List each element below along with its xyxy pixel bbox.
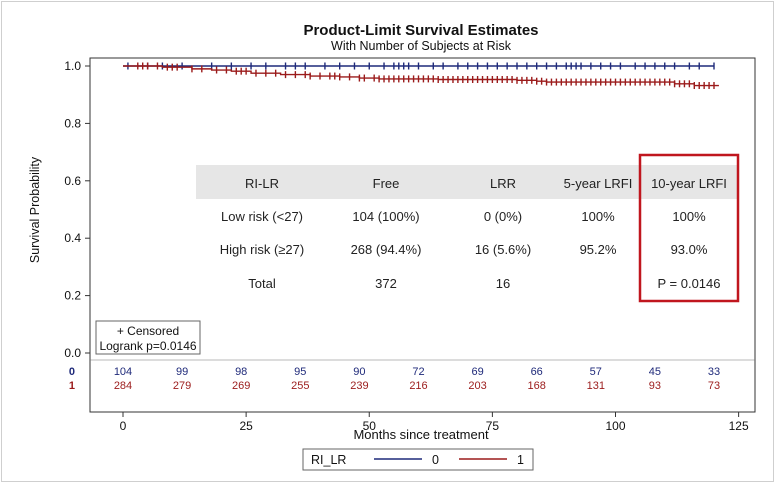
at-risk-group-label: 1 bbox=[69, 380, 75, 392]
at-risk-count: 216 bbox=[409, 380, 427, 392]
table-header-cell: LRR bbox=[490, 176, 516, 191]
y-tick-label: 1.0 bbox=[64, 59, 81, 73]
x-tick-label: 25 bbox=[239, 419, 253, 433]
table-cell: P = 0.0146 bbox=[657, 276, 720, 291]
at-risk-count: 90 bbox=[353, 366, 365, 378]
table-highlight-box bbox=[638, 153, 740, 303]
table-cell: 100% bbox=[581, 209, 615, 224]
inset-legend-box bbox=[95, 320, 201, 355]
table-cell: 93.0% bbox=[671, 242, 708, 257]
at-risk-count: 45 bbox=[649, 366, 661, 378]
at-risk-count: 93 bbox=[649, 380, 661, 392]
table-cell: Total bbox=[248, 276, 276, 291]
table-cell: 0 (0%) bbox=[484, 209, 522, 224]
table-header-cell: 5-year LRFI bbox=[564, 176, 633, 191]
plot-area bbox=[89, 57, 756, 413]
at-risk-count: 98 bbox=[235, 366, 247, 378]
summary-table: RI-LR Free LRR 5-year LRFI 10-year LRFI Low r… bbox=[220, 176, 727, 291]
chart-subtitle: With Number of Subjects at Risk bbox=[331, 39, 512, 53]
at-risk-count: 33 bbox=[708, 366, 720, 378]
at-risk-group-label: 0 bbox=[69, 366, 75, 378]
at-risk-count: 99 bbox=[176, 366, 188, 378]
legend-label-0: 0 bbox=[432, 453, 439, 467]
at-risk-count: 269 bbox=[232, 380, 250, 392]
survival-curves bbox=[123, 62, 719, 90]
y-axis-ticks: 0.0 0.2 0.4 0.6 0.8 1.0 bbox=[64, 59, 90, 360]
legend-label-1: 1 bbox=[517, 453, 524, 467]
at-risk-count: 239 bbox=[350, 380, 368, 392]
table-cell: 16 bbox=[496, 276, 510, 291]
y-tick-label: 0.0 bbox=[64, 346, 81, 360]
survival-curve-1 bbox=[123, 65, 719, 87]
chart-title: Product-Limit Survival Estimates bbox=[303, 22, 538, 39]
table-header-cell: RI-LR bbox=[245, 176, 279, 191]
y-tick-label: 0.2 bbox=[64, 289, 81, 303]
y-tick-label: 0.8 bbox=[64, 116, 81, 130]
table-cell: 95.2% bbox=[580, 242, 617, 257]
x-tick-label: 50 bbox=[363, 419, 377, 433]
at-risk-count: 279 bbox=[173, 380, 191, 392]
at-risk-count: 131 bbox=[587, 380, 605, 392]
x-tick-label: 100 bbox=[605, 419, 625, 433]
y-tick-label: 0.6 bbox=[64, 174, 81, 188]
at-risk-count: 168 bbox=[528, 380, 546, 392]
table-cell: High risk (≥27) bbox=[220, 242, 304, 257]
at-risk-count: 73 bbox=[708, 380, 720, 392]
table-cell: 16 (5.6%) bbox=[475, 242, 531, 257]
y-tick-label: 0.4 bbox=[64, 231, 81, 245]
table-cell: 100% bbox=[672, 209, 706, 224]
x-tick-label: 125 bbox=[729, 419, 749, 433]
at-risk-count: 95 bbox=[294, 366, 306, 378]
x-axis-label: Months since treatment bbox=[353, 427, 489, 442]
at-risk-rows: 0 104 99 98 95 90 72 69 66 57 45 33 1 284 279 269 255 239… bbox=[69, 366, 720, 392]
y-axis-label: Survival Probability bbox=[28, 156, 42, 263]
at-risk-count: 72 bbox=[412, 366, 424, 378]
table-header-cell: 10-year LRFI bbox=[651, 176, 727, 191]
x-tick-label: 0 bbox=[120, 419, 127, 433]
at-risk-count: 57 bbox=[590, 366, 602, 378]
table-cell: 372 bbox=[375, 276, 397, 291]
table-cell: Low risk (<27) bbox=[221, 209, 303, 224]
x-axis-ticks: 0 25 50 75 100 125 bbox=[120, 412, 749, 433]
at-risk-count: 255 bbox=[291, 380, 309, 392]
at-risk-count: 284 bbox=[114, 380, 132, 392]
table-cell: 268 (94.4%) bbox=[351, 242, 422, 257]
at-risk-count: 69 bbox=[471, 366, 483, 378]
at-risk-count: 104 bbox=[114, 366, 132, 378]
at-risk-count: 203 bbox=[468, 380, 486, 392]
table-header-cell: Free bbox=[373, 176, 400, 191]
inset-legend-logrank: Logrank p=0.0146 bbox=[99, 339, 196, 353]
series-legend-title: RI_LR bbox=[311, 453, 346, 467]
x-tick-label: 75 bbox=[486, 419, 500, 433]
table-cell: 104 (100%) bbox=[352, 209, 419, 224]
table-header-background bbox=[196, 165, 738, 199]
inset-legend-censored: + Censored bbox=[117, 324, 179, 338]
at-risk-count: 66 bbox=[531, 366, 543, 378]
